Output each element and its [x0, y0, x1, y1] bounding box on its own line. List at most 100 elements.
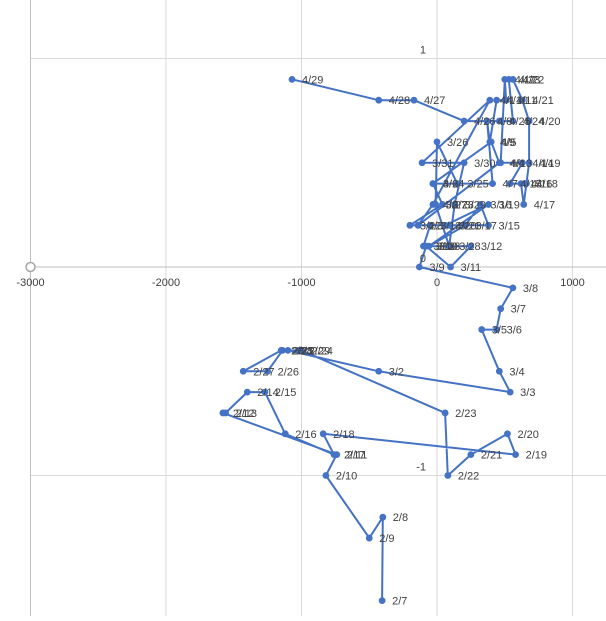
data-label: 4/25 — [509, 116, 530, 128]
data-point — [366, 535, 373, 542]
x-tick-label: 1000 — [560, 277, 584, 289]
data-point — [497, 305, 504, 312]
data-point — [509, 284, 516, 291]
data-label: 3/28 — [459, 241, 480, 253]
axis-origin-marker — [26, 263, 35, 272]
data-label: 2/16 — [295, 429, 316, 441]
data-label: 2/17 — [344, 450, 365, 462]
data-label: 3/25 — [467, 179, 488, 191]
data-point — [240, 368, 247, 375]
data-label: 3/31 — [432, 158, 453, 170]
data-label: 3/7 — [511, 304, 526, 316]
data-point — [505, 76, 512, 83]
data-label: 3/29 — [465, 199, 486, 211]
data-point — [496, 368, 503, 375]
y-tick-label: -1 — [416, 462, 426, 474]
data-point — [461, 159, 468, 166]
data-label: 4/28 — [389, 95, 410, 107]
data-label: 3/11 — [461, 262, 482, 274]
data-label: 4/29 — [302, 74, 323, 86]
data-point — [425, 243, 432, 250]
data-point — [282, 430, 289, 437]
data-label: 3/9 — [429, 262, 444, 274]
data-point — [486, 97, 493, 104]
data-label: 2/21 — [481, 450, 502, 462]
data-label: 2/26 — [278, 366, 299, 378]
y-tick-label: 1 — [420, 45, 426, 57]
data-label: 3/8 — [523, 283, 538, 295]
data-label: 2/10 — [336, 471, 357, 483]
data-label: 3/30 — [474, 158, 495, 170]
data-label: 3/4 — [509, 366, 524, 378]
data-point — [461, 118, 468, 125]
data-label: 4/2 — [443, 199, 458, 211]
data-label: 4/7 — [503, 179, 518, 191]
data-label: 4/21 — [532, 95, 553, 107]
data-label: 2/8 — [393, 512, 408, 524]
data-point — [434, 139, 441, 146]
data-label: 4/18 — [536, 179, 557, 191]
data-label: 4/17 — [534, 199, 555, 211]
data-label: 2/19 — [526, 450, 547, 462]
x-tick-label: -3000 — [16, 277, 44, 289]
data-point — [520, 201, 527, 208]
data-point — [442, 410, 449, 417]
data-label: 4/9 — [500, 137, 515, 149]
data-point — [430, 180, 437, 187]
data-point — [320, 430, 327, 437]
data-point — [512, 451, 519, 458]
data-point — [419, 159, 426, 166]
data-point — [411, 97, 418, 104]
data-label: 2/18 — [333, 429, 354, 441]
data-point — [467, 451, 474, 458]
data-label: 4/13 — [511, 158, 532, 170]
data-label: 3/2 — [389, 366, 404, 378]
data-point — [322, 472, 329, 479]
data-point — [486, 139, 493, 146]
data-point — [379, 597, 386, 604]
data-point — [504, 430, 511, 437]
data-label: 2/20 — [517, 429, 538, 441]
data-label: 3/6 — [507, 325, 522, 337]
x-tick-label: -2000 — [152, 277, 180, 289]
data-point — [289, 76, 296, 83]
data-label: 3/19 — [498, 199, 519, 211]
data-point — [497, 159, 504, 166]
data-label: 2/27 — [253, 366, 274, 378]
data-point — [244, 389, 251, 396]
data-label: 3/15 — [498, 220, 519, 232]
data-point — [478, 326, 485, 333]
data-label: 2/7 — [392, 596, 407, 608]
data-label: 4/23 — [519, 74, 540, 86]
data-label: 2/22 — [458, 471, 479, 483]
data-point — [447, 264, 454, 271]
data-label: 4/27 — [424, 95, 445, 107]
data-label: 3/1 — [298, 345, 313, 357]
data-label: 4/19 — [539, 158, 560, 170]
data-label: 2/13 — [236, 408, 257, 420]
y-tick-label: 0 — [420, 253, 426, 265]
data-point — [489, 180, 496, 187]
x-tick-label: -1000 — [287, 277, 315, 289]
data-label: 3/18 — [439, 241, 460, 253]
data-label: 2/9 — [379, 533, 394, 545]
data-point — [507, 389, 514, 396]
data-point — [278, 347, 285, 354]
data-point — [444, 472, 451, 479]
data-label: 2/23 — [455, 408, 476, 420]
data-label: 3/21 — [459, 220, 480, 232]
data-label: 4/6 — [443, 179, 458, 191]
data-labels: 2/72/82/92/102/112/122/132/142/152/162/1… — [233, 74, 561, 607]
data-point — [375, 368, 382, 375]
data-label: 4/26 — [474, 116, 495, 128]
data-label: 2/15 — [275, 387, 296, 399]
data-point — [222, 410, 229, 417]
data-point — [331, 451, 338, 458]
data-label: 4/3 — [428, 220, 443, 232]
data-label: 3/3 — [520, 387, 535, 399]
data-point — [430, 201, 437, 208]
data-point — [375, 97, 382, 104]
